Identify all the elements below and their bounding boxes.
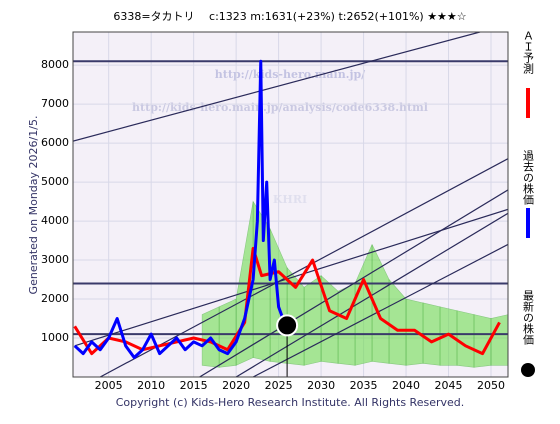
side-note: Generated on Monday 2026/1/5. <box>27 116 40 295</box>
forecast-band <box>405 298 424 366</box>
trend-line <box>235 212 508 377</box>
x-tick-label: 2020 <box>222 379 250 392</box>
x-tick-label: 2025 <box>265 379 293 392</box>
x-tick-label: 2030 <box>307 379 335 392</box>
trend-line <box>74 208 508 347</box>
trend-line <box>199 189 508 377</box>
chart-title: 6338=タカトリ c:1323 m:1631(+23%) t:2652(+10… <box>113 10 466 23</box>
trend-line <box>99 158 508 377</box>
y-tick-label: 1000 <box>41 331 69 344</box>
footer: Copyright (c) Kids-Hero Research Institu… <box>116 396 465 409</box>
y-tick-label: 3000 <box>41 253 69 266</box>
series-line <box>73 246 501 356</box>
legend-label: 過去の株価 <box>522 150 535 205</box>
x-tick-label: 2005 <box>95 379 123 392</box>
trend-line <box>73 32 481 142</box>
forecast-band <box>337 282 356 366</box>
watermark: http://kids-hero.main.jp/analysis/code63… <box>132 101 428 114</box>
plot-layer: http://kids-hero.main.jp/http://kids-her… <box>73 32 508 377</box>
y-tick-label: 8000 <box>41 58 69 71</box>
x-tick-label: 2045 <box>435 379 463 392</box>
forecast-band <box>303 275 322 366</box>
forecast-band <box>490 314 508 366</box>
y-tick-label: 4000 <box>41 214 69 227</box>
legend-label: 最新の株価 <box>522 290 535 345</box>
trend-line <box>252 243 508 377</box>
x-tick-label: 2010 <box>137 379 165 392</box>
y-tick-label: 6000 <box>41 136 69 149</box>
plot-frame <box>72 31 509 378</box>
latest-price-point <box>276 314 299 337</box>
y-tick-label: 2000 <box>41 292 69 305</box>
watermark: http://kids-hero.main.jp/ <box>215 68 366 81</box>
legend-label: ＡＩ予測 <box>522 30 535 75</box>
x-tick-label: 2035 <box>350 379 378 392</box>
x-tick-label: 2050 <box>477 379 505 392</box>
y-tick-label: 7000 <box>41 97 69 110</box>
watermark: KHRI <box>273 193 307 206</box>
forecast-band <box>456 310 475 368</box>
legend-swatch <box>521 363 535 377</box>
y-tick-label: 5000 <box>41 175 69 188</box>
x-tick-label: 2015 <box>180 379 208 392</box>
series-line <box>73 59 285 360</box>
x-tick-label: 2040 <box>392 379 420 392</box>
